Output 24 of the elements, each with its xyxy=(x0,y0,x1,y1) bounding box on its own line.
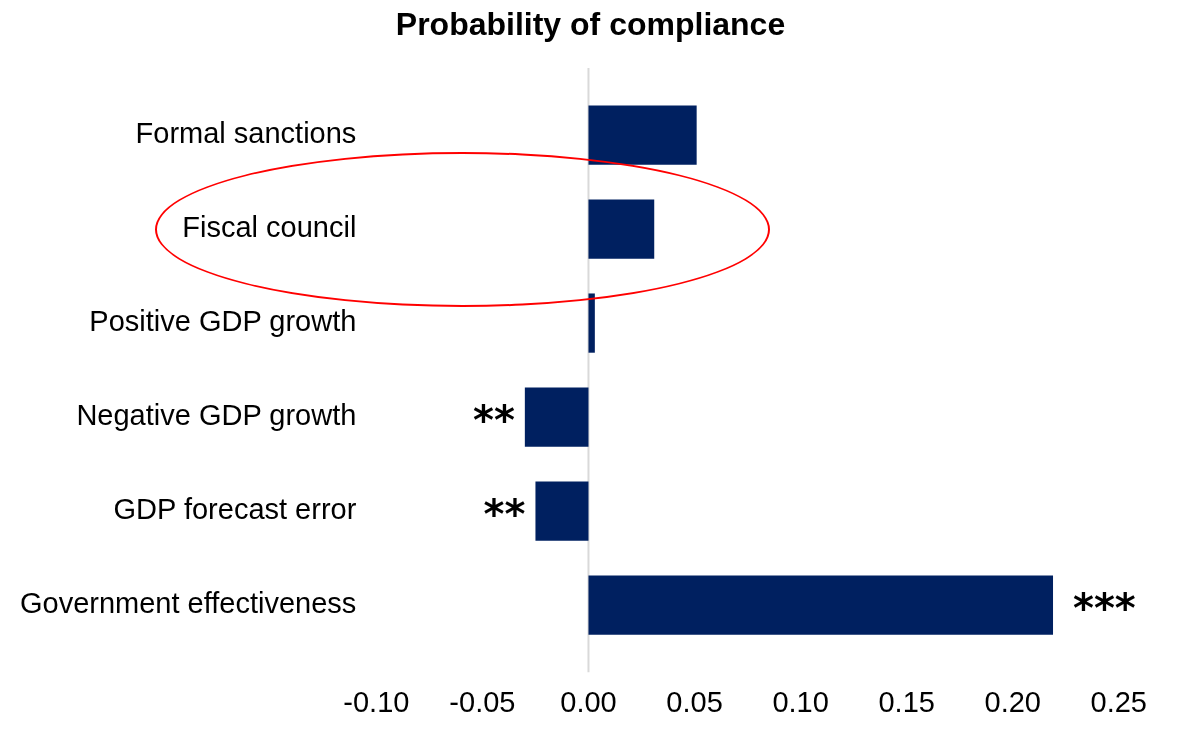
bar xyxy=(588,575,1054,635)
bar xyxy=(588,105,697,165)
x-tick-label: 0.20 xyxy=(984,685,1041,718)
bar xyxy=(524,387,589,447)
annotation: ** xyxy=(483,490,526,537)
y-tick-label: Fiscal council xyxy=(182,211,357,244)
y-tick-label: Negative GDP growth xyxy=(76,399,357,432)
x-tick-label: -0.05 xyxy=(449,685,516,718)
x-tick-label: 0.00 xyxy=(560,685,617,718)
y-tick-label: Formal sanctions xyxy=(135,117,357,150)
bar xyxy=(535,481,589,541)
bar xyxy=(588,293,595,353)
annotation: *** xyxy=(1073,584,1136,631)
x-tick-label: 0.10 xyxy=(772,685,829,718)
y-tick-label: Government effectiveness xyxy=(19,587,357,620)
bar xyxy=(588,199,655,259)
y-tick-label: GDP forecast error xyxy=(113,493,357,526)
chart-title: Probability of compliance xyxy=(394,6,787,43)
x-tick-label: 0.25 xyxy=(1090,685,1148,718)
x-tick-label: 0.05 xyxy=(666,685,723,718)
annotation: ** xyxy=(473,396,515,443)
y-tick-label: Positive GDP growth xyxy=(89,305,357,338)
x-tick-label: 0.15 xyxy=(878,685,935,718)
x-tick-label: -0.10 xyxy=(343,685,410,718)
